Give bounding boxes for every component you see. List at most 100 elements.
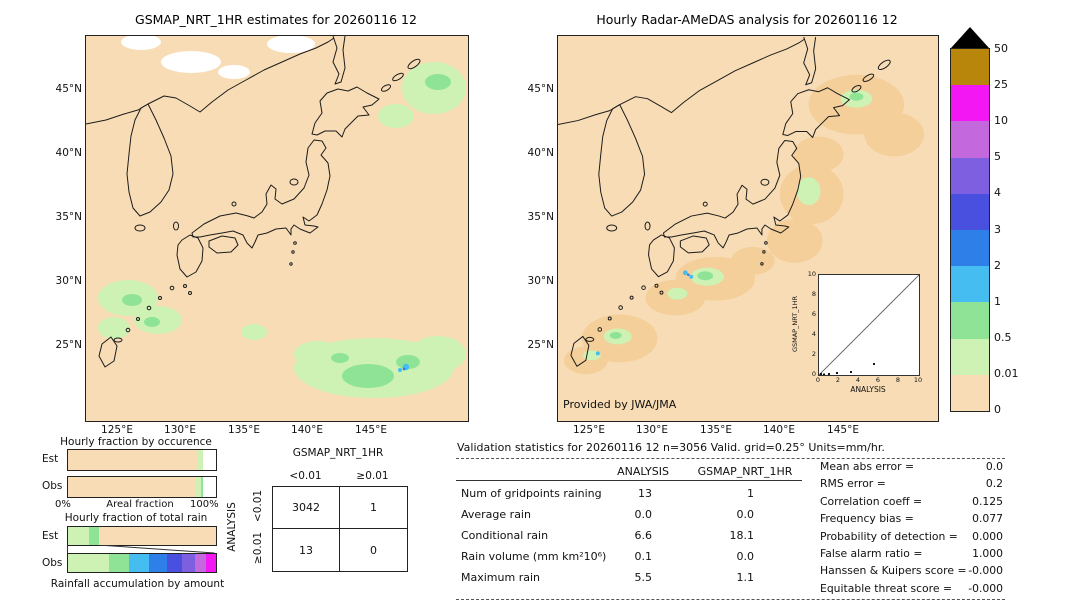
metric-label: Frequency bias = — [820, 512, 914, 525]
metric-value: 0.125 — [972, 495, 1003, 508]
stats-gsmap-value: 1 — [747, 487, 754, 500]
metric-value: 0.0 — [985, 460, 1003, 473]
colorbar-label: 2 — [994, 259, 1001, 272]
left-map-rain-heavy — [398, 363, 410, 372]
colorbar-label: 0 — [994, 403, 1001, 416]
left-map-canvas — [85, 35, 469, 422]
inset-diagonal-line — [818, 274, 920, 376]
metric-label: Mean abs error = — [820, 460, 914, 473]
metric-row: Correlation coeff = 0.125 — [820, 495, 1003, 508]
total-rain-caption: Rainfall accumulation by amount — [50, 578, 225, 590]
stats-divider-bottom — [456, 599, 1005, 600]
colorbar-block — [951, 49, 989, 86]
inset-scatter-points — [819, 362, 876, 376]
bar-segment — [149, 554, 168, 572]
fraction-connector-lines — [67, 545, 215, 553]
colorbar-label: 0.01 — [994, 367, 1019, 380]
colorbar-label: 5 — [994, 150, 1001, 163]
total-rain-obs-label: Obs — [42, 557, 63, 569]
equals-sign: = — [942, 582, 952, 595]
bar-segment — [68, 554, 110, 572]
contingency-row-group-label: ANALYSIS — [226, 502, 238, 552]
inset-y-tick: 2 — [811, 350, 816, 358]
bar-segment — [201, 477, 204, 497]
bar-segment — [68, 527, 89, 545]
total-rain-est-label: Est — [42, 530, 59, 542]
stats-col-header: GSMAP_NRT_1HR — [697, 465, 793, 478]
stats-gsmap-value: 0.0 — [736, 550, 755, 563]
right-lon-tick: 130°E — [636, 424, 668, 436]
left-lon-tick: 130°E — [164, 424, 196, 436]
colorbar-block — [951, 85, 989, 122]
contingency-col-group-label: GSMAP_NRT_1HR — [292, 447, 384, 459]
metric-row: Probability of detection = 0.000 — [820, 530, 1003, 543]
right-map-rain-heavy — [595, 270, 694, 356]
colorbar-block — [951, 302, 989, 339]
left-lat-tick: 30°N — [55, 275, 82, 287]
metric-value: 1.000 — [972, 547, 1003, 560]
occurrence-est-bar — [67, 449, 217, 471]
bar-segment — [203, 477, 216, 497]
left-map-rain-moderate — [122, 74, 451, 388]
bar-segment — [181, 554, 196, 572]
right-map-rain-moderate — [609, 92, 864, 339]
metric-row: Mean abs error = 0.0 — [820, 460, 1003, 473]
right-lat-tick: 40°N — [527, 147, 554, 159]
colorbar-block — [951, 193, 989, 230]
stats-title: Validation statistics for 20260116 12 n=… — [457, 441, 885, 454]
colorbar-label: 1 — [994, 295, 1001, 308]
equals-sign: = — [876, 477, 886, 490]
occurrence-obs-label: Obs — [42, 480, 63, 492]
equals-sign: = — [913, 547, 923, 560]
bar-segment — [205, 554, 216, 572]
inset-x-axis-label: ANALYSIS — [850, 385, 886, 394]
colorbar-block — [951, 374, 989, 411]
metric-row: Equitable threat score = -0.000 — [820, 582, 1003, 595]
metric-label: Hanssen & Kuipers score = — [820, 564, 967, 577]
contingency-col-label: ≥0.01 — [356, 470, 389, 482]
areal-scale-min: 0% — [55, 499, 71, 510]
stats-gsmap-value: 18.1 — [729, 529, 755, 542]
right-map-svg — [558, 36, 925, 375]
total-rain-est-bar — [67, 526, 217, 546]
stats-analysis-value: 0.1 — [634, 550, 653, 563]
left-map-rain-light — [98, 62, 466, 398]
metric-label: RMS error = — [820, 477, 886, 490]
colorbar-overflow-triangle — [951, 27, 989, 48]
bar-segment — [198, 450, 203, 470]
bar-segment — [68, 477, 196, 497]
right-lon-tick: 135°E — [700, 424, 732, 436]
colorbar — [950, 48, 990, 412]
occurrence-title: Hourly fraction by occurence — [60, 436, 212, 448]
stats-row-label: Average rain — [461, 508, 531, 521]
occurrence-obs-bar — [67, 476, 217, 498]
contingency-row-label: ≥0.01 — [252, 531, 264, 565]
right-lon-tick: 140°E — [763, 424, 795, 436]
equals-sign: = — [904, 460, 914, 473]
right-map-canvas: GSMAP_NRT_1HR 0 2 4 6 8 10 0 2 4 6 8 — [557, 35, 939, 422]
metric-value: 0.077 — [972, 512, 1003, 525]
inset-plot-svg — [818, 274, 920, 376]
left-lat-tick: 45°N — [55, 83, 82, 95]
contingency-cell: 3042 — [273, 487, 340, 529]
metric-label: Probability of detection = — [820, 530, 958, 543]
inset-y-tick: 0 — [811, 370, 816, 378]
left-lat-tick: 40°N — [55, 147, 82, 159]
stats-row-label: Maximum rain — [461, 571, 540, 584]
bar-segment — [128, 554, 150, 572]
metric-label: Correlation coeff = — [820, 495, 923, 508]
colorbar-block — [951, 157, 989, 194]
metric-value: -0.000 — [968, 582, 1003, 595]
stats-divider-top — [456, 458, 1005, 459]
left-lat-tick: 25°N — [55, 339, 82, 351]
total-rain-title: Hourly fraction of total rain — [64, 512, 208, 524]
total-rain-obs-bar — [67, 553, 217, 573]
left-lon-tick: 135°E — [228, 424, 260, 436]
contingency-row-label: <0.01 — [252, 489, 264, 523]
contingency-table: 3042 1 13 0 — [272, 486, 408, 572]
left-lon-tick: 145°E — [355, 424, 387, 436]
colorbar-label: 3 — [994, 223, 1001, 236]
stats-header-underline — [456, 480, 802, 481]
contingency-cell: 0 — [370, 543, 377, 557]
inset-plot-area — [818, 274, 920, 376]
